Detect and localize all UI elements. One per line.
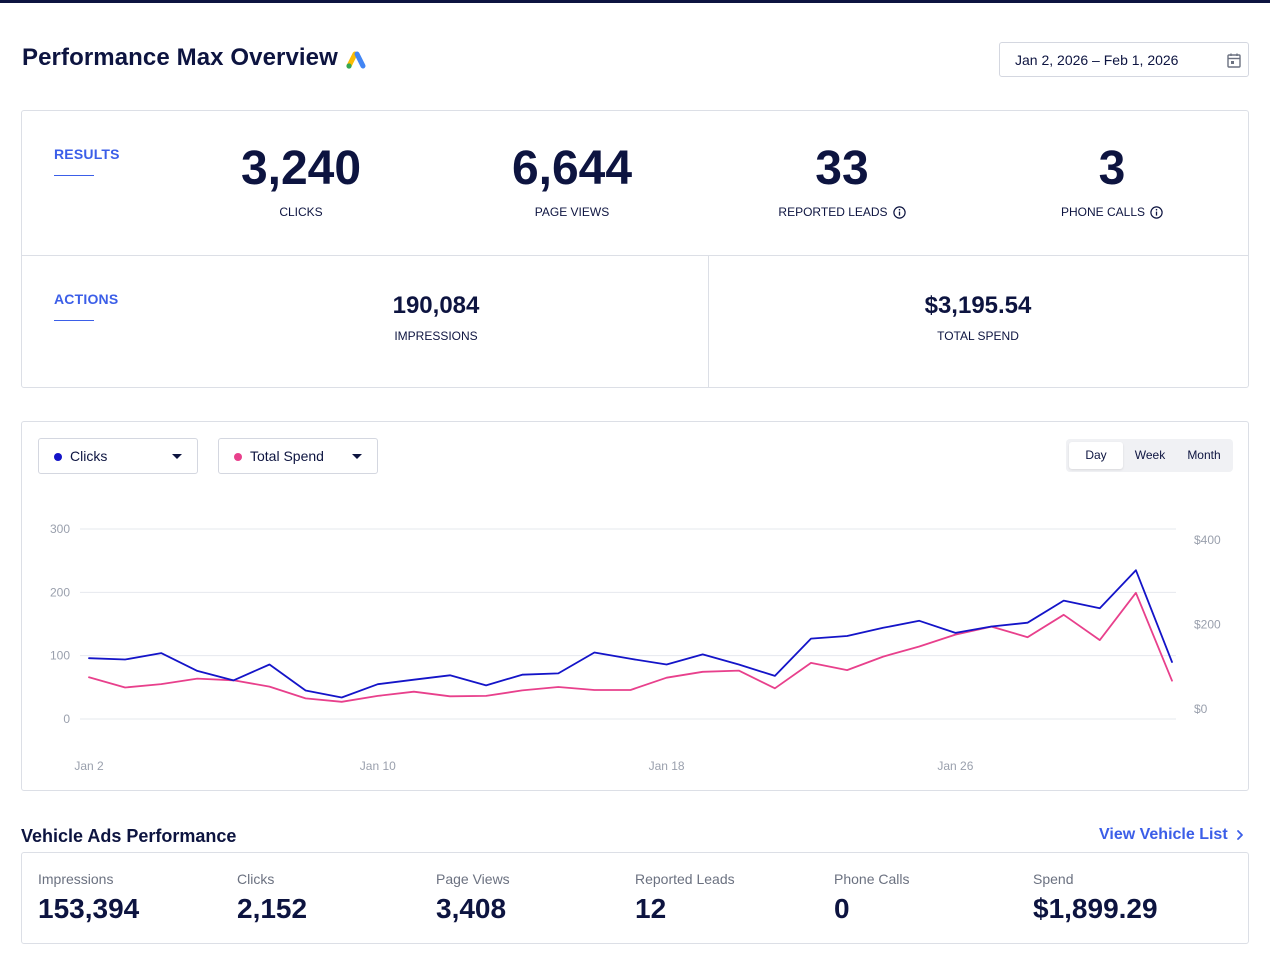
- period-day[interactable]: Day: [1069, 442, 1123, 469]
- stat-label: Spend: [1033, 871, 1074, 887]
- stat-label: Reported Leads: [635, 871, 735, 887]
- stat-label: PAGE VIEWS: [534, 205, 610, 219]
- calendar-icon: [1227, 53, 1241, 68]
- stat-value: 153,394: [38, 893, 140, 924]
- stat-label: PHONE CALLS: [992, 205, 1232, 219]
- series-color-dot: [54, 453, 62, 461]
- y-right-tick-label: $0: [1194, 702, 1208, 716]
- stat-value: $3,195.54: [924, 292, 1032, 319]
- stat-label: Clicks: [237, 871, 275, 887]
- vehicle-stat-spend: Spend $1,899.29: [1033, 871, 1158, 925]
- page-title: Performance Max Overview: [22, 44, 338, 71]
- series-line-clicks: [88, 569, 1173, 699]
- summary-stats-card: RESULTS 3,240 CLICKS 6,644 PAGE VIEWS 33…: [21, 110, 1249, 388]
- stat-page-views: 6,644 PAGE VIEWS: [452, 141, 692, 219]
- actions-label: ACTIONS: [54, 291, 119, 307]
- y-left-tick-label: 200: [50, 585, 70, 599]
- x-tick-label: Jan 18: [649, 759, 685, 773]
- y-right-tick-label: $200: [1194, 618, 1221, 632]
- chevron-down-icon: [352, 454, 362, 459]
- vehicle-ads-title: Vehicle Ads Performance: [21, 826, 237, 846]
- series-line-total-spend: [88, 591, 1173, 703]
- y-left-tick-label: 0: [63, 712, 70, 726]
- stat-value: 3,240: [240, 142, 362, 195]
- period-week[interactable]: Week: [1134, 448, 1166, 462]
- stat-label: CLICKS: [279, 205, 323, 219]
- stat-total-spend: $3,195.54 TOTAL SPEND: [828, 291, 1128, 343]
- results-underline: [54, 175, 94, 176]
- y-left-tick-label: 100: [50, 649, 70, 663]
- actions-underline: [54, 320, 94, 321]
- metric-2-dropdown[interactable]: Total Spend: [218, 438, 378, 474]
- divider: [708, 256, 709, 387]
- period-month[interactable]: Month: [1187, 448, 1221, 462]
- vehicle-stat-reported-leads: Reported Leads 12: [635, 871, 735, 925]
- results-label: RESULTS: [54, 146, 120, 162]
- date-range-picker[interactable]: Jan 2, 2026 – Feb 1, 2026: [999, 42, 1249, 77]
- metric-1-label: Clicks: [70, 448, 108, 464]
- view-vehicle-list-label: View Vehicle List: [1099, 826, 1228, 843]
- series-color-dot: [234, 453, 242, 461]
- stat-impressions: 190,084 IMPRESSIONS: [286, 291, 586, 343]
- stat-value: 33: [815, 142, 869, 195]
- stat-value: 6,644: [511, 142, 633, 195]
- y-left-tick-label: 300: [50, 522, 70, 536]
- stat-label: Impressions: [38, 871, 114, 887]
- view-vehicle-list-link[interactable]: View Vehicle List: [1099, 826, 1244, 844]
- vehicle-stat-clicks: Clicks 2,152: [237, 871, 307, 925]
- info-icon[interactable]: [892, 205, 906, 219]
- stat-label: IMPRESSIONS: [394, 329, 478, 343]
- x-tick-label: Jan 2: [74, 759, 104, 773]
- vehicle-stat-page-views: Page Views 3,408: [436, 871, 510, 925]
- chevron-down-icon: [172, 454, 182, 459]
- info-icon[interactable]: [1150, 205, 1163, 219]
- vehicle-stat-impressions: Impressions 153,394: [38, 871, 139, 925]
- x-tick-label: Jan 10: [360, 759, 396, 773]
- x-tick-label: Jan 26: [937, 759, 973, 773]
- divider: [22, 255, 1248, 256]
- y-right-tick-label: $400: [1194, 533, 1221, 547]
- stat-value: 3: [1098, 142, 1126, 195]
- chevron-right-icon: [1236, 830, 1243, 840]
- metric-2-label: Total Spend: [250, 448, 324, 464]
- stat-value: 2,152: [237, 893, 308, 924]
- stat-value: $1,899.29: [1033, 893, 1158, 924]
- stat-label: Phone Calls: [834, 871, 910, 887]
- stat-reported-leads: 33 REPORTED LEADS: [722, 141, 962, 219]
- stat-value: 0: [834, 893, 850, 924]
- period-toggle: Day Week Month: [1066, 439, 1233, 472]
- top-border: [0, 0, 1270, 3]
- line-chart: 0 100 200 300 $0 $200 $400 Jan 2 Jan 10 Jan 18 Jan…: [50, 522, 1221, 773]
- stat-value: 12: [635, 893, 667, 924]
- chart-card: Clicks Total Spend Day Week Month 0 100 20…: [21, 421, 1249, 791]
- google-ads-icon: [346, 51, 366, 69]
- date-range-text: Jan 2, 2026 – Feb 1, 2026: [1015, 52, 1179, 68]
- stat-clicks: 3,240 CLICKS: [181, 141, 421, 219]
- vehicle-stat-phone-calls: Phone Calls 0: [834, 871, 910, 925]
- stat-phone-calls: 3 PHONE CALLS: [992, 141, 1232, 219]
- stat-value: 3,408: [436, 893, 507, 924]
- stat-value: 190,084: [392, 292, 480, 319]
- metric-1-dropdown[interactable]: Clicks: [38, 438, 198, 474]
- vehicle-ads-card: Impressions 153,394 Clicks 2,152 Page Vi…: [21, 852, 1249, 944]
- stat-label: Page Views: [436, 871, 510, 887]
- stat-label: TOTAL SPEND: [937, 329, 1019, 343]
- stat-label: REPORTED LEADS: [722, 205, 962, 219]
